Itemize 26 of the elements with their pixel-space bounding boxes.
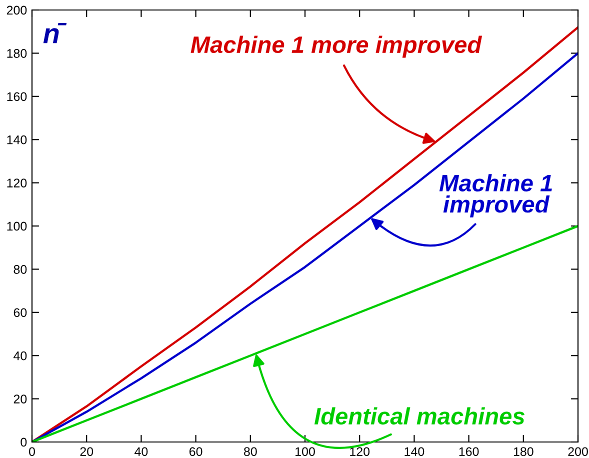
x-tick-label: 180 xyxy=(514,447,534,456)
y-tick-label: 160 xyxy=(7,92,27,102)
x-tick-label: 80 xyxy=(244,447,257,456)
y-tick-label: 60 xyxy=(14,308,27,318)
y-tick-label: 200 xyxy=(6,6,27,15)
x-tick-label: 0 xyxy=(29,447,35,456)
x-tick-label: 20 xyxy=(80,447,94,456)
y-tick-label: 20 xyxy=(14,394,27,404)
x-tick-label: 160 xyxy=(459,447,479,456)
x-tick-label: 200 xyxy=(568,447,588,456)
x-tick-label: 60 xyxy=(189,447,202,456)
x-tick-label: 100 xyxy=(296,447,315,456)
y-tick-label: 120 xyxy=(7,178,27,188)
y-tick-label: 180 xyxy=(7,49,27,58)
text: Identical machines xyxy=(314,407,524,425)
x-tick-label: 120 xyxy=(350,447,370,456)
x-tick-label: 140 xyxy=(404,447,424,456)
x-tick-label: 40 xyxy=(134,447,148,456)
y-tick-label: 80 xyxy=(14,265,27,274)
series-label: Machine 1 more improved xyxy=(190,36,482,58)
y-tick-label: 40 xyxy=(14,351,27,360)
y-tick-label: 0 xyxy=(20,438,27,447)
y-tick-label: 100 xyxy=(7,222,27,231)
y-tick-label: 140 xyxy=(7,135,27,144)
series-label: Machine 1 improved xyxy=(439,174,552,218)
y-axis-title: n̄ xyxy=(43,22,67,44)
